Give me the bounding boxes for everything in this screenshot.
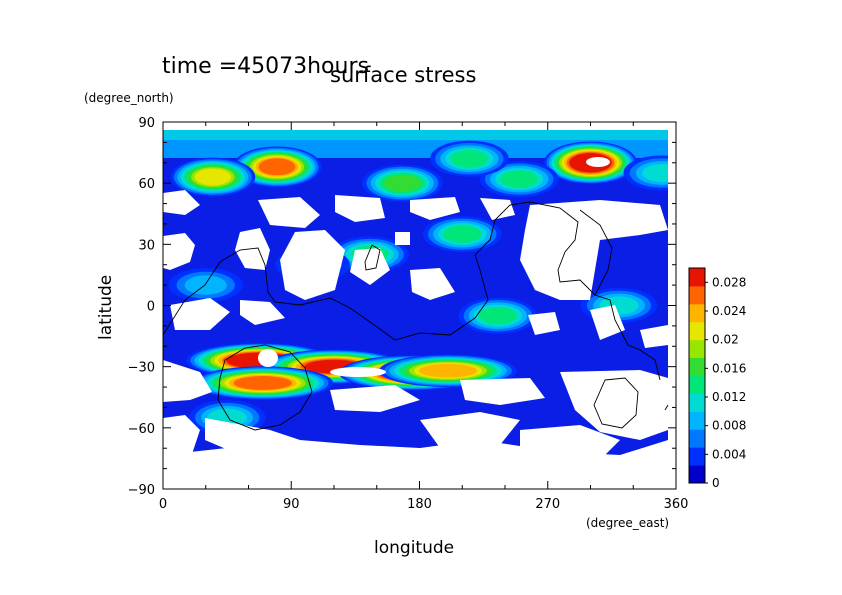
zero-region <box>410 197 460 220</box>
colorbar-label: 0.012 <box>712 390 746 404</box>
x-tick-label: 360 <box>664 497 689 512</box>
y-unit-label: (degree_north) <box>84 91 174 105</box>
chart-title: surface stress <box>330 63 476 87</box>
max-core <box>330 367 386 377</box>
hotspot-10-level-9 <box>418 363 478 378</box>
zero-region <box>528 312 560 335</box>
colorbar-label: 0.02 <box>712 333 739 347</box>
zero-region <box>590 305 625 340</box>
zero-region <box>640 325 668 348</box>
arctic-band <box>163 130 668 142</box>
hotspot-16-level-5 <box>478 307 517 325</box>
zero-region <box>280 230 345 300</box>
zero-region <box>240 300 285 325</box>
colorbar-label: 0.028 <box>712 275 746 289</box>
zero-region <box>350 248 390 285</box>
x-tick-label: 180 <box>407 497 432 512</box>
zero-region <box>480 198 515 220</box>
colorbar-label: 0.008 <box>712 419 746 433</box>
colorbar-swatch <box>689 447 705 466</box>
colorbar-frame <box>688 267 706 484</box>
colorbar-swatch <box>689 429 705 448</box>
x-tick-labels: 0 90 180 270 360 <box>159 497 689 512</box>
y-tick-label: 90 <box>138 116 155 131</box>
colorbar-swatch <box>689 268 705 287</box>
hotspot-11-level-10 <box>233 376 292 390</box>
colorbar-label: 0.024 <box>712 304 746 318</box>
hotspot-1-level-8 <box>194 168 232 186</box>
max-core <box>586 157 610 167</box>
y-tick-label: −30 <box>128 361 155 376</box>
zero-region <box>258 197 320 228</box>
hotspot-0-level-10 <box>258 158 296 176</box>
x-tick-label: 90 <box>283 497 300 512</box>
coastline <box>664 404 669 411</box>
colorbar-swatch <box>689 285 705 305</box>
zero-region <box>330 385 420 412</box>
hotspot-6-level-5 <box>450 150 489 168</box>
coastline <box>217 344 313 431</box>
coastline <box>579 209 613 296</box>
time-label: time =45073hours <box>162 54 369 79</box>
colorbar: 0.028 0.024 0.02 0.016 0.012 0.008 0.004 0 <box>688 267 746 490</box>
hotspot-4-level-5 <box>500 170 539 188</box>
y-tick-label: −90 <box>128 483 155 498</box>
zero-region <box>335 195 385 222</box>
y-tick-label: 30 <box>138 238 155 253</box>
colorbar-label: 0.016 <box>712 361 746 375</box>
colorbar-swatch <box>689 303 705 323</box>
y-axis-label: latitude <box>96 275 116 340</box>
x-tick-label: 0 <box>159 497 167 512</box>
zero-region <box>395 232 410 245</box>
zero-region <box>205 418 300 455</box>
colorbar-swatch <box>689 339 705 359</box>
zero-region <box>163 190 200 215</box>
colorbar-swatch <box>689 357 705 376</box>
coastline <box>163 201 661 381</box>
y-tick-label: −60 <box>128 422 155 437</box>
zero-region <box>420 412 520 448</box>
hotspot-13-level-5 <box>443 225 482 243</box>
hotspot-18-level-3 <box>184 275 227 295</box>
x-unit-label: (degree_east) <box>586 516 669 530</box>
zero-region <box>460 378 545 405</box>
axis-ticks <box>162 121 677 490</box>
zero-region <box>163 415 200 462</box>
zero-region <box>163 233 195 270</box>
y-tick-label: 0 <box>147 300 155 315</box>
colorbar-swatch <box>689 465 705 484</box>
x-tick-label: 270 <box>535 497 560 512</box>
colorbar-swatch <box>689 375 705 394</box>
coastline <box>364 244 381 271</box>
land-outlines <box>163 201 669 431</box>
colorbar-swatch <box>689 321 705 341</box>
colorbar-label: 0.004 <box>712 447 746 461</box>
colorbar-label: 0 <box>712 476 720 490</box>
zero-region <box>163 440 668 489</box>
x-axis-label: longitude <box>374 538 454 558</box>
colorbar-swatch <box>689 411 705 430</box>
y-tick-label: 60 <box>138 177 155 192</box>
colorbar-swatch <box>689 393 705 412</box>
hotspot-2-level-6 <box>383 174 421 192</box>
zero-region <box>410 268 455 300</box>
zero-region <box>163 360 212 402</box>
zero-region <box>520 200 668 300</box>
zero-regions <box>163 122 676 489</box>
hotspot-5-level-4 <box>642 163 676 182</box>
coastline <box>593 377 639 429</box>
heatmap-field <box>163 122 676 489</box>
zero-region <box>560 370 668 440</box>
max-core <box>258 349 278 367</box>
y-tick-labels: 90 60 30 0 −30 −60 −90 <box>128 116 155 498</box>
zero-region <box>170 298 230 330</box>
